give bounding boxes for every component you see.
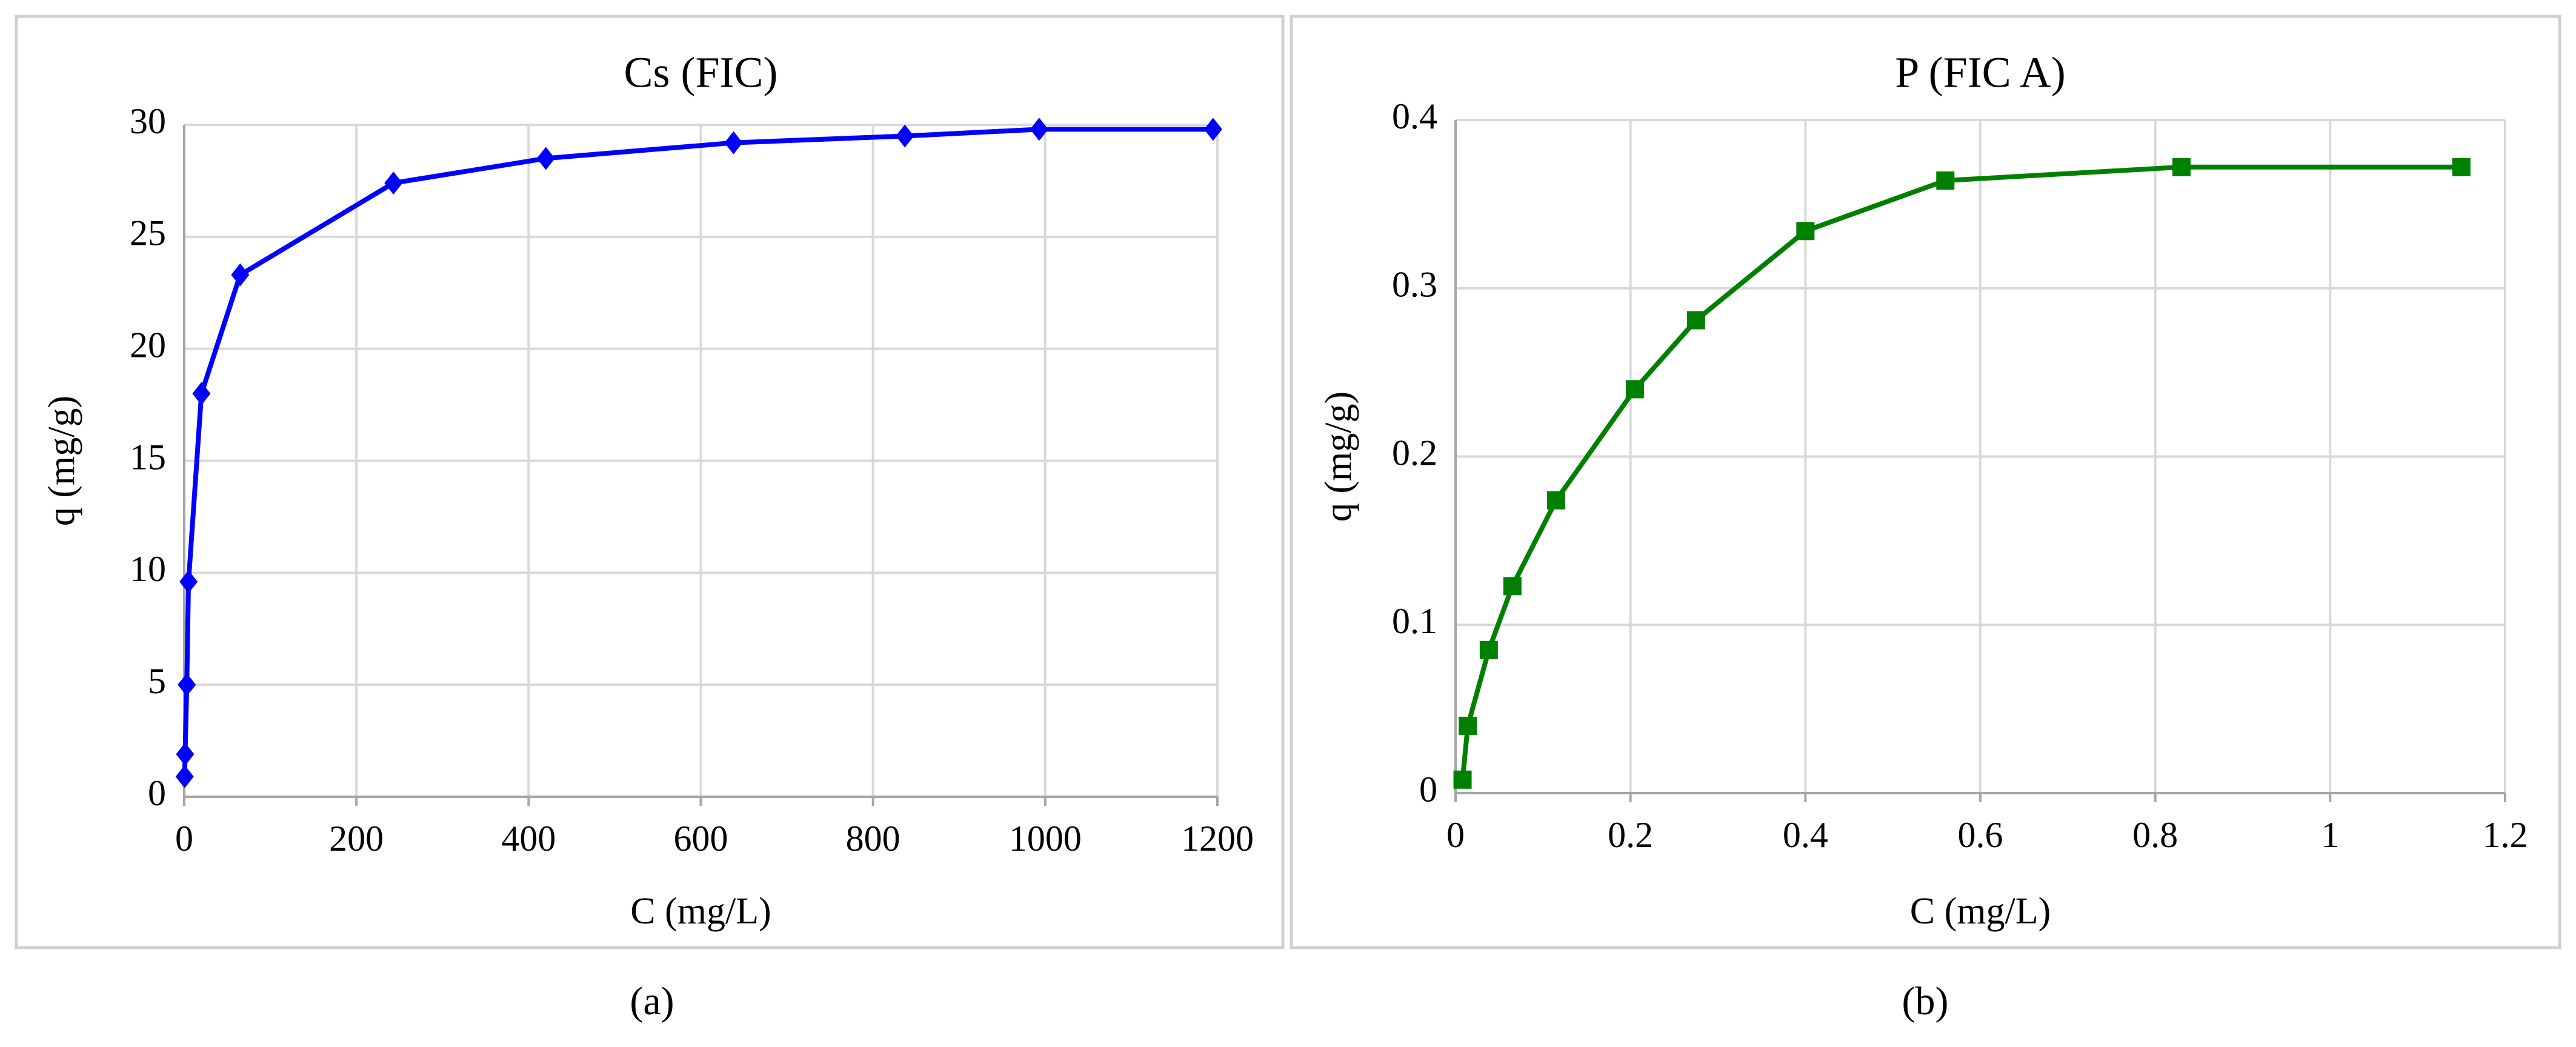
caption: (b) xyxy=(1902,979,1949,1023)
marker xyxy=(536,147,555,170)
marker xyxy=(176,742,195,766)
y-tick-label: 0 xyxy=(1419,769,1437,809)
marker xyxy=(1459,716,1477,735)
marker xyxy=(1625,380,1644,399)
marker xyxy=(1546,491,1565,510)
y-tick-label: 0.2 xyxy=(1392,433,1437,473)
x-axis-label: C (mg/L) xyxy=(1910,891,2051,932)
x-tick-label: 600 xyxy=(674,819,728,859)
y-tick-label: 30 xyxy=(130,101,166,141)
marker xyxy=(1686,311,1705,330)
marker xyxy=(1936,171,1955,190)
x-tick-label: 400 xyxy=(501,819,556,859)
x-tick-label: 0.6 xyxy=(1958,815,2003,855)
marker xyxy=(1503,577,1522,596)
x-tick-label: 0 xyxy=(175,819,193,859)
marker xyxy=(384,171,403,195)
marker xyxy=(231,263,250,287)
chart-title: Cs (FIC) xyxy=(624,48,777,97)
panel-border xyxy=(15,15,1285,949)
marker xyxy=(1479,640,1498,659)
x-tick-label: 0.4 xyxy=(1783,815,1828,855)
panel-border xyxy=(1290,15,2561,949)
series-line xyxy=(182,127,1213,777)
caption: (a) xyxy=(630,979,674,1023)
y-tick-label: 0.3 xyxy=(1392,265,1437,305)
chart-title: P (FIC A) xyxy=(1895,48,2065,97)
marker xyxy=(192,382,211,405)
x-tick-label: 200 xyxy=(329,819,384,859)
marker xyxy=(896,124,914,148)
marker xyxy=(724,131,743,155)
y-tick-label: 15 xyxy=(130,437,166,477)
x-tick-label: 800 xyxy=(846,819,900,859)
marker xyxy=(2172,158,2191,176)
x-tick-label: 1000 xyxy=(1009,819,1082,859)
x-tick-label: 1200 xyxy=(1181,819,1254,859)
y-axis-label: q (mg/g) xyxy=(1318,391,1359,522)
x-axis-label: C (mg/L) xyxy=(630,891,771,932)
marker xyxy=(1203,118,1222,141)
x-tick-label: 1.2 xyxy=(2483,815,2528,855)
x-tick-label: 0 xyxy=(1446,815,1465,855)
y-axis-label: q (mg/g) xyxy=(41,396,82,526)
x-tick-label: 0.2 xyxy=(1608,815,1653,855)
marker xyxy=(175,765,194,788)
y-tick-label: 0.4 xyxy=(1392,96,1437,136)
x-tick-label: 0.8 xyxy=(2132,815,2178,855)
y-tick-label: 10 xyxy=(130,549,166,589)
marker xyxy=(1453,770,1472,789)
y-tick-label: 5 xyxy=(148,661,166,701)
marker xyxy=(1030,118,1048,141)
x-tick-label: 1 xyxy=(2321,815,2339,855)
y-tick-label: 25 xyxy=(130,213,166,253)
y-tick-label: 20 xyxy=(130,325,166,365)
marker xyxy=(2452,158,2471,176)
y-tick-label: 0.1 xyxy=(1392,601,1437,641)
marker xyxy=(1796,222,1815,241)
marker xyxy=(178,673,196,697)
y-tick-label: 0 xyxy=(148,773,166,813)
marker xyxy=(179,570,198,594)
